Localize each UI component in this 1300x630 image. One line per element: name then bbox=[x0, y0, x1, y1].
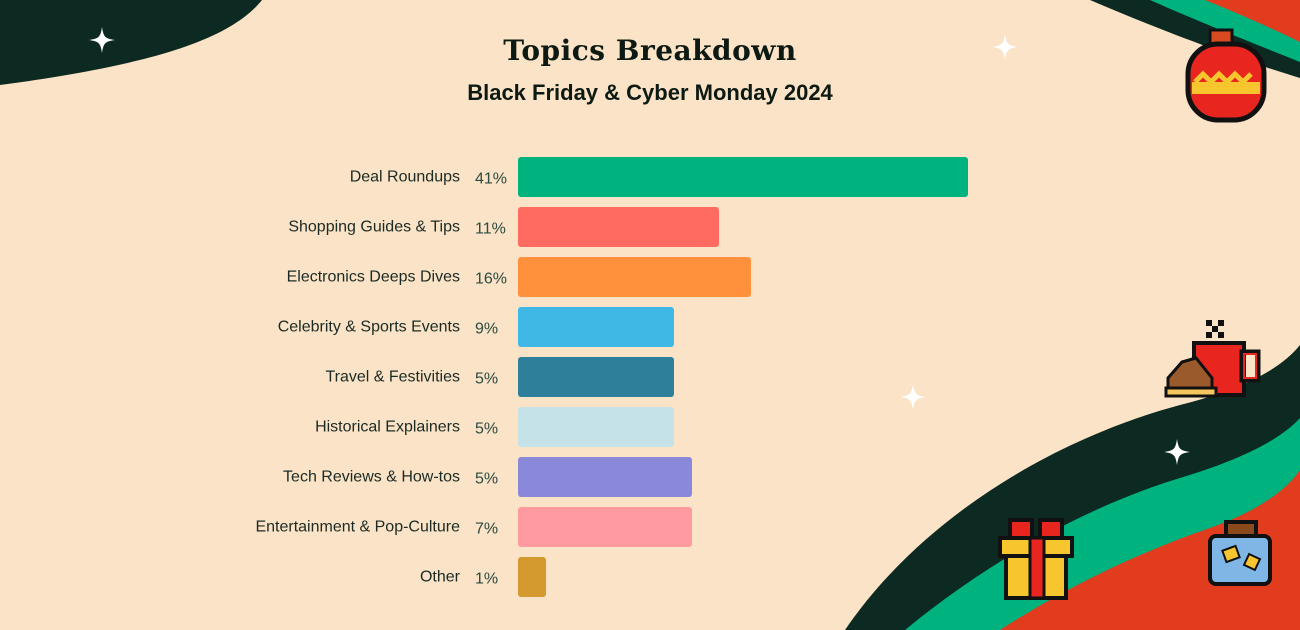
value-label: 7% bbox=[475, 521, 498, 538]
value-label: 1% bbox=[475, 571, 498, 588]
sparkle-icon bbox=[1164, 439, 1190, 465]
bar-6 bbox=[518, 457, 692, 497]
category-label: Other bbox=[420, 569, 461, 586]
value-label: 16% bbox=[475, 271, 507, 288]
category-label: Travel & Festivities bbox=[325, 369, 460, 386]
sparkle-icon bbox=[992, 34, 1018, 60]
bar-7 bbox=[518, 507, 692, 547]
bar-4 bbox=[518, 357, 674, 397]
coffee-mug-icon bbox=[1164, 320, 1261, 398]
gift-icon bbox=[998, 518, 1074, 600]
bottom-right-wave-red bbox=[1000, 470, 1300, 630]
category-label: Shopping Guides & Tips bbox=[288, 219, 460, 236]
bar-2 bbox=[518, 257, 751, 297]
category-label: Electronics Deeps Dives bbox=[287, 269, 460, 286]
value-label: 5% bbox=[475, 421, 498, 438]
value-label: 11% bbox=[475, 221, 506, 238]
bar-1 bbox=[518, 207, 719, 247]
value-label: 41% bbox=[475, 171, 507, 188]
value-label: 5% bbox=[475, 471, 498, 488]
value-label: 9% bbox=[475, 321, 498, 338]
category-label: Deal Roundups bbox=[350, 169, 460, 186]
bar-5 bbox=[518, 407, 674, 447]
sparkle-icon bbox=[89, 27, 115, 53]
jar-icon bbox=[1208, 520, 1272, 586]
top-left-wave bbox=[0, 0, 262, 85]
category-label: Celebrity & Sports Events bbox=[278, 319, 460, 336]
bar-8 bbox=[518, 557, 546, 597]
chart-title: Topics Breakdown bbox=[503, 34, 797, 67]
category-label: Historical Explainers bbox=[315, 419, 460, 436]
ornament-icon bbox=[1185, 28, 1267, 123]
chart-subtitle: Black Friday & Cyber Monday 2024 bbox=[467, 80, 833, 105]
bar-3 bbox=[518, 307, 674, 347]
bar-0 bbox=[518, 157, 968, 197]
sparkle-icon bbox=[900, 384, 926, 410]
category-label: Tech Reviews & How-tos bbox=[283, 469, 460, 486]
value-label: 5% bbox=[475, 371, 498, 388]
top-right-wave-red bbox=[1205, 0, 1300, 42]
category-label: Entertainment & Pop-Culture bbox=[255, 519, 460, 536]
